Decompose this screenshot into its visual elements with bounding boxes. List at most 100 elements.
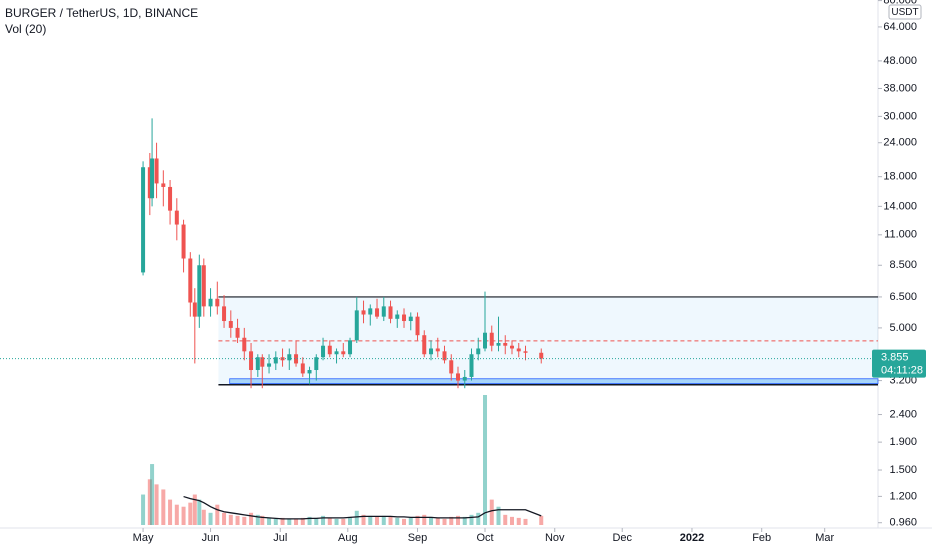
- y-tick-label: 38.000: [883, 82, 917, 94]
- y-tick-label: 1.200: [889, 490, 917, 502]
- candle-body: [228, 321, 233, 328]
- volume-bar: [192, 494, 197, 525]
- y-tick-label: 6.500: [889, 291, 917, 303]
- candle-body: [150, 158, 155, 199]
- candle-body: [201, 265, 206, 307]
- candle-body: [388, 306, 393, 319]
- volume-bar: [509, 516, 514, 525]
- candle-body: [483, 332, 488, 349]
- volume-bar: [201, 509, 206, 525]
- volume-bar: [456, 515, 461, 525]
- volume-bar: [469, 514, 474, 525]
- candle-body: [496, 342, 501, 346]
- candle-body: [192, 302, 197, 317]
- candle-body: [395, 314, 400, 319]
- candle-body: [307, 370, 312, 374]
- x-tick-label: Oct: [476, 532, 493, 544]
- volume-bar: [415, 515, 420, 525]
- y-tick-label: 0.960: [889, 517, 917, 529]
- y-tick-label: 2.400: [889, 408, 917, 420]
- candle-body: [462, 376, 467, 381]
- volume-bar: [188, 502, 193, 525]
- y-tick-label: 1.900: [889, 436, 917, 448]
- volume-bar: [208, 512, 213, 525]
- volume-bar: [334, 518, 339, 525]
- candle-body: [273, 357, 278, 364]
- candle-body: [147, 167, 152, 199]
- last-price-label: 3.855: [881, 352, 909, 364]
- candle-body: [242, 337, 247, 352]
- candle-body: [208, 298, 213, 307]
- volume-bar: [307, 516, 312, 525]
- x-tick-label: Jul: [273, 532, 287, 544]
- candle-body: [509, 345, 514, 349]
- candle-body: [354, 310, 359, 341]
- volume-bar: [147, 479, 152, 525]
- candle-body: [516, 348, 521, 352]
- x-tick-label: Feb: [752, 532, 771, 544]
- volume-bar: [255, 514, 260, 525]
- volume-bar: [402, 518, 407, 525]
- candle-body: [287, 354, 292, 361]
- volume-bar: [161, 489, 166, 525]
- volume-bar: [375, 516, 380, 525]
- currency-box[interactable]: [888, 4, 922, 20]
- candle-body: [327, 345, 332, 355]
- candle-body: [368, 308, 373, 315]
- volume-bar: [314, 517, 319, 525]
- volume-bar: [150, 464, 155, 525]
- candle-body: [449, 360, 454, 374]
- volume-bar: [141, 494, 146, 525]
- volume-bar: [260, 515, 265, 525]
- candle-body: [469, 354, 474, 377]
- volume-bar: [429, 516, 434, 525]
- volume-bar: [228, 514, 233, 525]
- candle-body: [476, 348, 481, 355]
- y-tick-label: 1.500: [889, 464, 917, 476]
- volume-bar: [168, 499, 173, 525]
- volume-bar: [321, 515, 326, 525]
- volume-bar: [300, 517, 305, 525]
- y-tick-label: 80.000: [883, 0, 917, 6]
- volume-bar: [435, 517, 440, 525]
- y-tick-label: 11.000: [884, 229, 917, 241]
- x-tick-label: 2022: [680, 532, 704, 544]
- volume-bar: [408, 517, 413, 525]
- x-tick-label: Mar: [815, 532, 834, 544]
- candle-body: [222, 306, 227, 322]
- x-tick-label: Sep: [408, 532, 428, 544]
- volume-bar: [462, 516, 467, 525]
- volume-title: Vol (20): [5, 22, 46, 36]
- volume-bar: [341, 518, 346, 525]
- candle-body: [161, 183, 166, 187]
- volume-bar: [294, 518, 299, 525]
- volume-bar: [249, 512, 254, 525]
- y-tick-label: 48.000: [883, 55, 917, 67]
- volume-bar: [449, 516, 454, 525]
- volume-bar: [235, 515, 240, 525]
- last-price-box: [872, 349, 926, 378]
- x-tick-label: Aug: [338, 532, 358, 544]
- candle-body: [435, 348, 440, 352]
- volume-bar: [361, 514, 366, 525]
- volume-bar: [539, 515, 544, 525]
- volume-bar: [280, 517, 285, 525]
- volume-bar: [154, 484, 159, 525]
- candle-body: [141, 167, 146, 273]
- x-tick-label: Jun: [202, 532, 220, 544]
- volume-bar: [523, 518, 528, 525]
- volume-bar: [442, 518, 447, 525]
- candle-body: [197, 265, 202, 317]
- candle-body: [408, 316, 413, 322]
- volume-bar: [496, 506, 501, 525]
- candle-body: [456, 373, 461, 381]
- x-tick-label: May: [133, 532, 154, 544]
- y-tick-label: 18.000: [883, 171, 917, 183]
- volume-bar: [516, 517, 521, 525]
- candle-body: [348, 340, 353, 355]
- candle-body: [361, 310, 366, 315]
- volume-bar: [489, 499, 494, 525]
- candle-body: [174, 210, 179, 225]
- y-tick-label: 8.500: [889, 259, 917, 271]
